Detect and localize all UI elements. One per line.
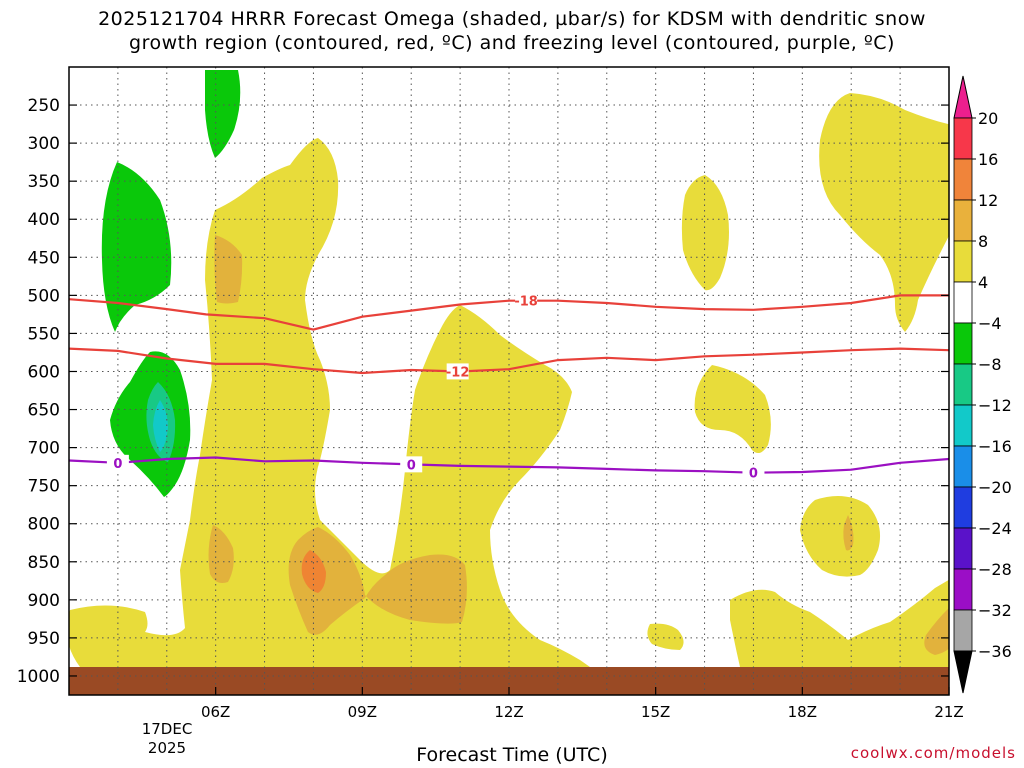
y-tick-label: 800 — [28, 515, 60, 535]
x-axis-time: 06Z 09Z 12Z 15Z 18Z 21Z — [201, 687, 964, 721]
y-tick-label: 350 — [28, 172, 60, 192]
x-axis-label: Forecast Time (UTC) — [416, 744, 608, 766]
colorbar-swatch — [953, 322, 973, 365]
omega-region-ascent-09z — [288, 527, 467, 635]
credit-text: coolwx.com/models — [850, 744, 1016, 762]
colorbar-swatch — [953, 609, 973, 652]
colorbar-label: −32 — [978, 601, 1012, 620]
colorbar-label: −20 — [978, 478, 1012, 497]
omega-region-ascent-18z-mid — [694, 365, 771, 454]
y-tick-label: 750 — [28, 477, 60, 497]
contour-label: 0 — [749, 467, 758, 482]
colorbar-bottom-arrow — [953, 650, 973, 694]
colorbar-label: −4 — [978, 314, 1002, 333]
colorbar-label: −16 — [978, 437, 1012, 456]
omega-region-ascent-22z — [924, 607, 949, 655]
omega-region-ascent-09z-core — [301, 550, 326, 593]
x-date-line-2: 2025 — [148, 739, 186, 757]
colorbar-swatch — [953, 363, 973, 406]
y-tick-label: 1000 — [17, 667, 60, 687]
colorbar: 20 16 12 8 4 −4 −8 −12 −16 −20 −24 −28 −32 −36 — [953, 75, 1012, 694]
omega-region-ascent-21z — [800, 496, 881, 577]
y-tick-label: 950 — [28, 629, 60, 649]
colorbar-label: 12 — [978, 191, 998, 210]
colorbar-swatch — [953, 158, 973, 201]
contour-line — [69, 347, 949, 375]
colorbar-label: −28 — [978, 560, 1012, 579]
y-axis-pressure: 250 300 350 400 450 500 550 600 650 700 750 800 850 9… — [17, 96, 949, 687]
omega-region-descent-upper — [205, 70, 241, 158]
x-tick-label: 12Z — [494, 703, 523, 721]
y-tick-label: 700 — [28, 439, 60, 459]
omega-region-ascent-upper-right — [819, 93, 949, 332]
y-tick-label: 300 — [28, 134, 60, 154]
colorbar-swatch — [953, 486, 973, 529]
colorbar-swatch — [953, 568, 973, 611]
x-tick-label: 21Z — [934, 703, 963, 721]
colorbar-label: 16 — [978, 150, 998, 169]
y-tick-label: 400 — [28, 210, 60, 230]
omega-region-ascent-low-right — [730, 579, 949, 667]
omega-region-ascent-07z-upper — [214, 235, 243, 304]
y-tick-label: 900 — [28, 591, 60, 611]
y-tick-label: 600 — [28, 362, 60, 382]
x-tick-label: 18Z — [788, 703, 817, 721]
colorbar-label: 4 — [978, 273, 988, 292]
omega-region-descent-mid-strong — [153, 400, 168, 452]
colorbar-swatch — [953, 445, 973, 488]
temperature-contours: -18 -12 0 0 0 — [69, 292, 949, 482]
colorbar-swatch — [953, 240, 973, 283]
contour-label-bg — [400, 456, 423, 473]
chart-title: 2025121704 HRRR Forecast Omega (shaded, … — [98, 8, 926, 30]
contour-label-bg — [742, 464, 765, 481]
x-date-line-1: 17DEC — [142, 720, 193, 738]
contour-label: 0 — [407, 458, 416, 473]
colorbar-swatch — [953, 117, 973, 160]
y-tick-label: 850 — [28, 553, 60, 573]
colorbar-swatch — [953, 281, 973, 324]
colorbar-label: −12 — [978, 396, 1012, 415]
y-tick-label: 500 — [28, 286, 60, 306]
colorbar-swatch — [953, 199, 973, 242]
omega-region-ascent-07z-lower — [208, 525, 234, 583]
y-tick-label: 650 — [28, 401, 60, 421]
x-tick-label: 15Z — [641, 703, 670, 721]
colorbar-label: −36 — [978, 642, 1012, 661]
contour-label: -12 — [446, 365, 470, 380]
colorbar-swatch — [953, 527, 973, 570]
omega-region-ascent-18z — [681, 175, 729, 291]
colorbar-label: −24 — [978, 519, 1012, 538]
colorbar-label: 20 — [978, 109, 998, 128]
colorbar-top-arrow — [953, 75, 973, 119]
chart-subtitle: growth region (contoured, red, ºC) and f… — [129, 32, 895, 54]
contour-label: 0 — [113, 457, 122, 472]
y-tick-label: 550 — [28, 324, 60, 344]
contour-label-bg — [106, 454, 129, 471]
y-tick-label: 450 — [28, 248, 60, 268]
x-tick-label: 09Z — [348, 703, 377, 721]
contour-label-bg — [515, 292, 538, 309]
colorbar-label: −8 — [978, 355, 1002, 374]
contour-line — [69, 456, 949, 474]
omega-region-descent-left — [101, 162, 172, 332]
omega-region-ascent-16z — [647, 623, 684, 650]
colorbar-swatch — [953, 404, 973, 447]
contour-label-bg — [446, 363, 469, 380]
contour-label: -18 — [514, 295, 538, 310]
colorbar-label: 8 — [978, 232, 988, 251]
x-tick-label: 06Z — [201, 703, 230, 721]
y-tick-label: 250 — [28, 96, 60, 116]
